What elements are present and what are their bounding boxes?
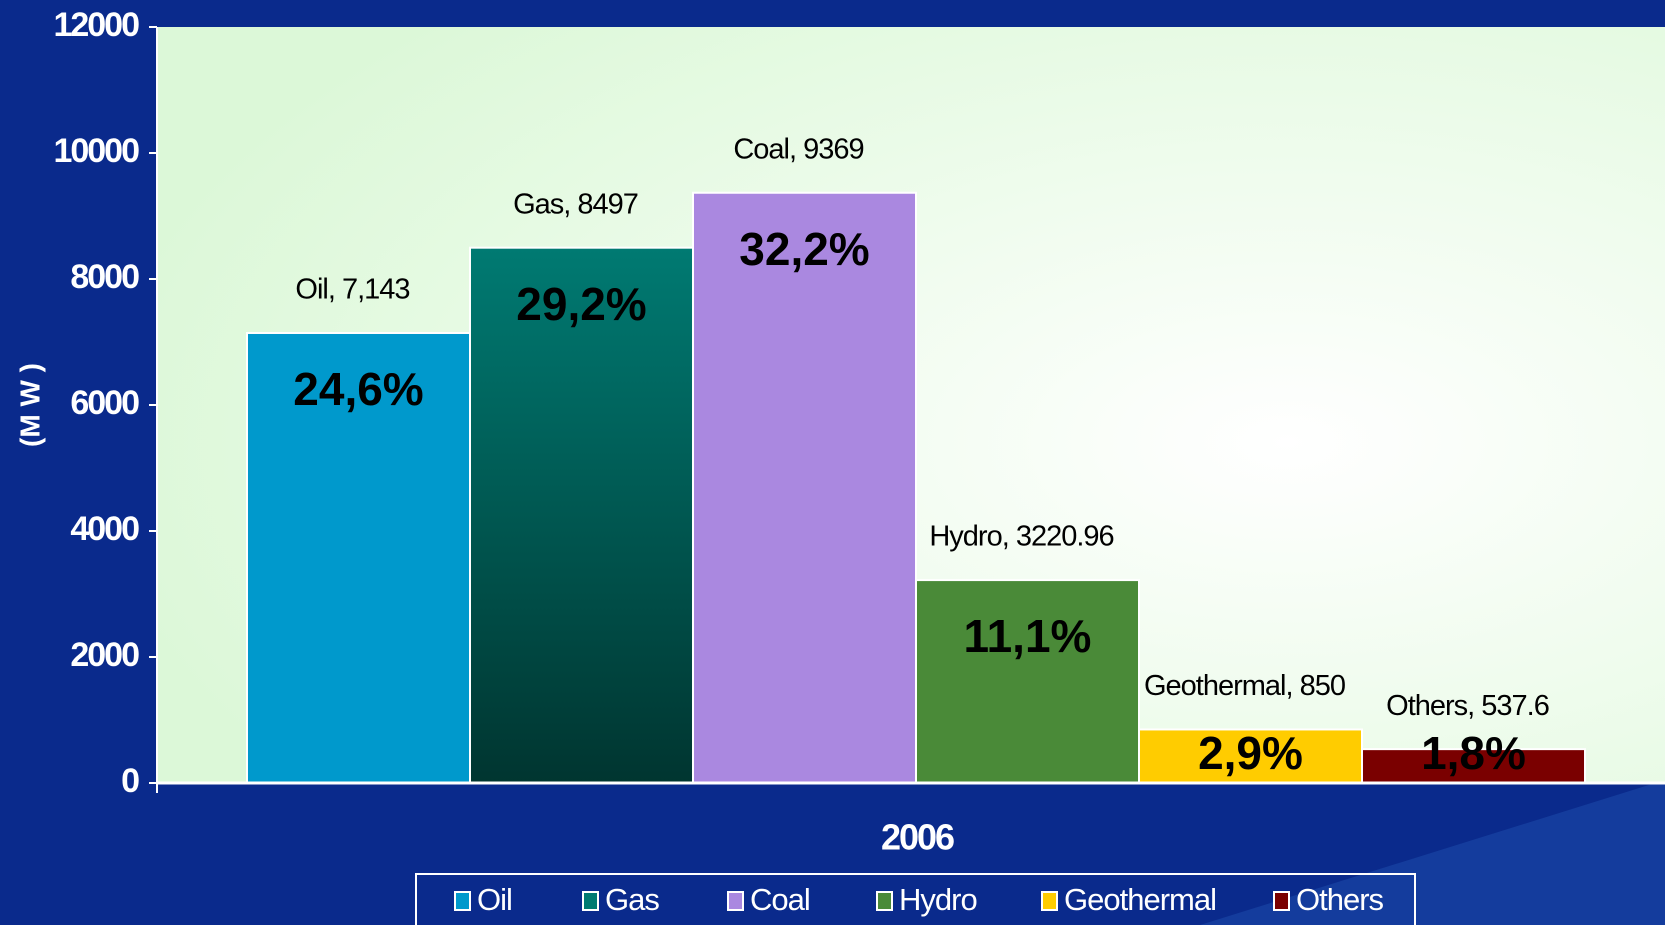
- y-tick-label: 2000: [70, 636, 139, 674]
- share-label: 11,1%: [964, 610, 1092, 662]
- legend-label: Oil: [477, 882, 512, 917]
- legend-swatch: [727, 891, 744, 911]
- legend-label: Hydro: [899, 882, 977, 917]
- bar: [692, 191, 917, 785]
- x-tick-label: 2006: [881, 817, 954, 858]
- bar: [246, 331, 471, 784]
- legend: [415, 873, 1416, 925]
- value-label: Gas, 8497: [513, 188, 638, 220]
- share-label: 29,2%: [516, 278, 646, 330]
- y-tick-label: 8000: [70, 258, 139, 296]
- legend-swatch: [1273, 891, 1290, 911]
- y-tick-label: 12000: [53, 6, 139, 44]
- decoration: [1200, 780, 1665, 925]
- bar: [915, 579, 1140, 785]
- legend-label: Geothermal: [1064, 882, 1216, 917]
- legend-swatch: [454, 891, 471, 911]
- share-label: 2,9%: [1198, 727, 1303, 779]
- y-tick-label: 4000: [70, 510, 139, 548]
- y-axis-label: (M W ): [14, 363, 45, 447]
- legend-label: Coal: [750, 882, 810, 917]
- value-label: Oil, 7,143: [295, 274, 409, 306]
- value-label: Coal, 9369: [733, 133, 863, 165]
- legend-swatch: [1041, 891, 1058, 911]
- y-tick-label: 10000: [53, 132, 139, 170]
- y-tick-label: 6000: [70, 384, 139, 422]
- legend-swatch: [582, 891, 599, 911]
- value-label: Hydro, 3220.96: [929, 521, 1113, 553]
- share-label: 32,2%: [739, 223, 869, 275]
- value-label: Others, 537.6: [1386, 690, 1549, 722]
- share-label: 24,6%: [293, 363, 423, 415]
- share-label: 1,8%: [1421, 727, 1526, 779]
- y-tick-label: 0: [121, 762, 139, 800]
- legend-label: Gas: [605, 882, 659, 917]
- value-label: Geothermal, 850: [1144, 670, 1345, 702]
- bar: [469, 246, 694, 784]
- legend-swatch: [876, 891, 893, 911]
- legend-label: Others: [1296, 882, 1384, 917]
